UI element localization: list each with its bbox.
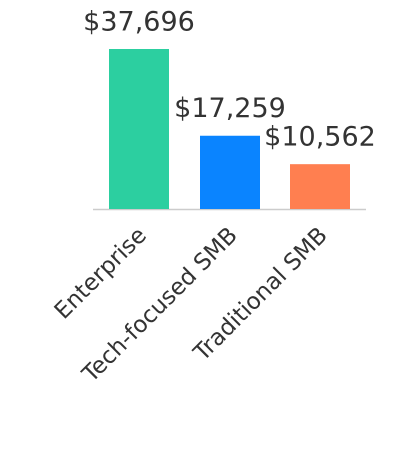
x-tick-label: Tech-focused SMB [77,222,243,388]
value-label: $10,562 [264,122,376,153]
value-label: $17,259 [174,93,286,124]
bar [290,164,350,209]
bar [109,49,169,209]
value-label: $37,696 [83,7,195,38]
bar [200,135,260,209]
